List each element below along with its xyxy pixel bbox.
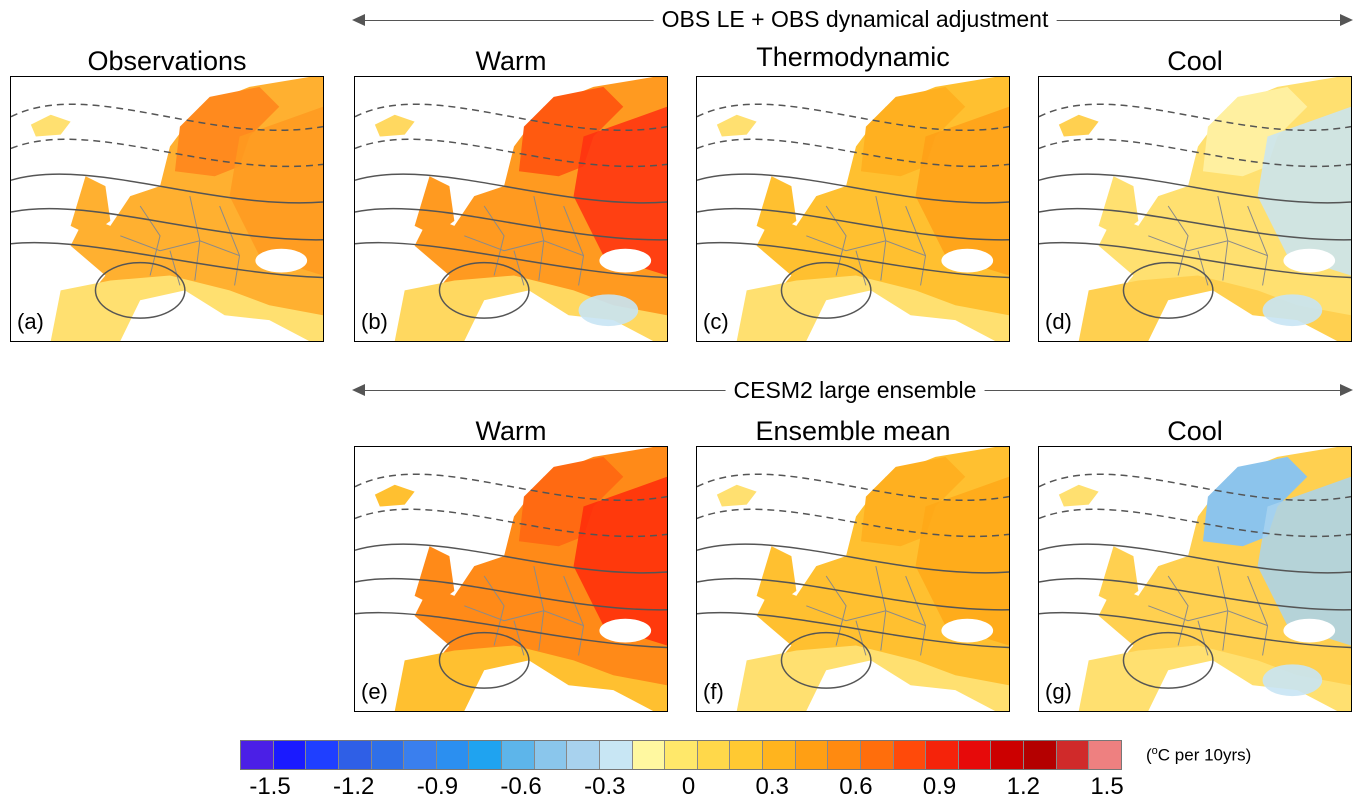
- map-panel-e: (e): [354, 446, 668, 712]
- colorbar-swatch: [404, 741, 437, 769]
- colorbar-tick-label: 0: [681, 773, 696, 800]
- europe-map: [355, 447, 667, 711]
- colorbar-swatch: [338, 741, 372, 769]
- colorbar-swatch: [241, 741, 274, 769]
- colorbar-swatch: [958, 741, 992, 769]
- europe-map: [697, 447, 1009, 711]
- panel-title-e: Warm: [475, 416, 547, 446]
- colorbar-swatch: [991, 741, 1024, 769]
- colorbar-swatch: [828, 741, 861, 769]
- europe-map: [11, 77, 323, 341]
- colorbar: [240, 740, 1122, 770]
- colorbar-swatch: [567, 741, 600, 769]
- colorbar-swatch: [469, 741, 502, 769]
- colorbar-swatch: [306, 741, 339, 769]
- colorbar-swatch: [1056, 741, 1090, 769]
- cesm2-arrow-right-icon: [1340, 384, 1353, 396]
- panel-label-f: (f): [703, 679, 724, 704]
- obs-le-header: OBS LE + OBS dynamical adjustment: [653, 6, 1057, 33]
- panel-title-d: Cool: [1167, 46, 1223, 76]
- europe-map: [1039, 77, 1351, 341]
- map-panel-c: (c): [696, 76, 1010, 342]
- colorbar-tick-label: -1.2: [333, 773, 375, 800]
- europe-map: [355, 77, 667, 341]
- map-panel-d: (d): [1038, 76, 1352, 342]
- cesm2-arrow-left-icon: [352, 384, 365, 396]
- colorbar-swatch: [371, 741, 405, 769]
- panel-title-b: Warm: [475, 46, 547, 76]
- panel-title-g: Cool: [1167, 416, 1223, 446]
- cesm2-header: CESM2 large ensemble: [725, 377, 985, 404]
- colorbar-swatch: [436, 741, 470, 769]
- colorbar-tick-label: -1.5: [249, 773, 291, 800]
- colorbar-swatch: [632, 741, 666, 769]
- colorbar-tick-label: 0.9: [922, 773, 957, 800]
- europe-map: [1039, 447, 1351, 711]
- colorbar-swatch: [1089, 741, 1121, 769]
- colorbar-tick-label: 0.3: [755, 773, 789, 800]
- map-panel-g: (g): [1038, 446, 1352, 712]
- colorbar-units: (oC per 10yrs): [1146, 745, 1252, 765]
- panel-title-a: Observations: [87, 46, 247, 76]
- panel-title-c: Thermodynamic: [756, 42, 950, 72]
- colorbar-swatch: [860, 741, 894, 769]
- panel-title-f: Ensemble mean: [755, 416, 951, 446]
- panel-label-c: (c): [703, 309, 729, 334]
- colorbar-swatch: [697, 741, 731, 769]
- europe-map: [697, 77, 1009, 341]
- colorbar-tick-label: -0.6: [500, 773, 542, 800]
- colorbar-swatch: [795, 741, 829, 769]
- panel-label-g: (g): [1045, 679, 1072, 704]
- map-panel-f: (f): [696, 446, 1010, 712]
- colorbar-swatch: [893, 741, 927, 769]
- colorbar-swatch: [730, 741, 763, 769]
- colorbar-swatch: [665, 741, 698, 769]
- colorbar-swatch: [273, 741, 307, 769]
- colorbar-tick-label: 1.5: [1090, 773, 1124, 800]
- colorbar-swatch: [763, 741, 796, 769]
- panel-label-b: (b): [361, 309, 388, 334]
- map-panel-b: (b): [354, 76, 668, 342]
- colorbar-swatch: [502, 741, 535, 769]
- colorbar-swatch: [926, 741, 959, 769]
- map-panel-a: (a): [10, 76, 324, 342]
- panel-label-e: (e): [361, 679, 388, 704]
- colorbar-tick-label: -0.3: [584, 773, 626, 800]
- colorbar-tick-label: 0.6: [839, 773, 873, 800]
- obs-le-arrow-left-icon: [352, 14, 365, 26]
- colorbar-tick-label: 1.2: [1006, 773, 1040, 800]
- panel-label-a: (a): [17, 309, 44, 334]
- colorbar-tick-label: -0.9: [416, 773, 459, 800]
- colorbar-swatch: [599, 741, 633, 769]
- colorbar-swatch: [1024, 741, 1057, 769]
- colorbar-swatch: [534, 741, 568, 769]
- obs-le-arrow-right-icon: [1340, 14, 1353, 26]
- panel-label-d: (d): [1045, 309, 1072, 334]
